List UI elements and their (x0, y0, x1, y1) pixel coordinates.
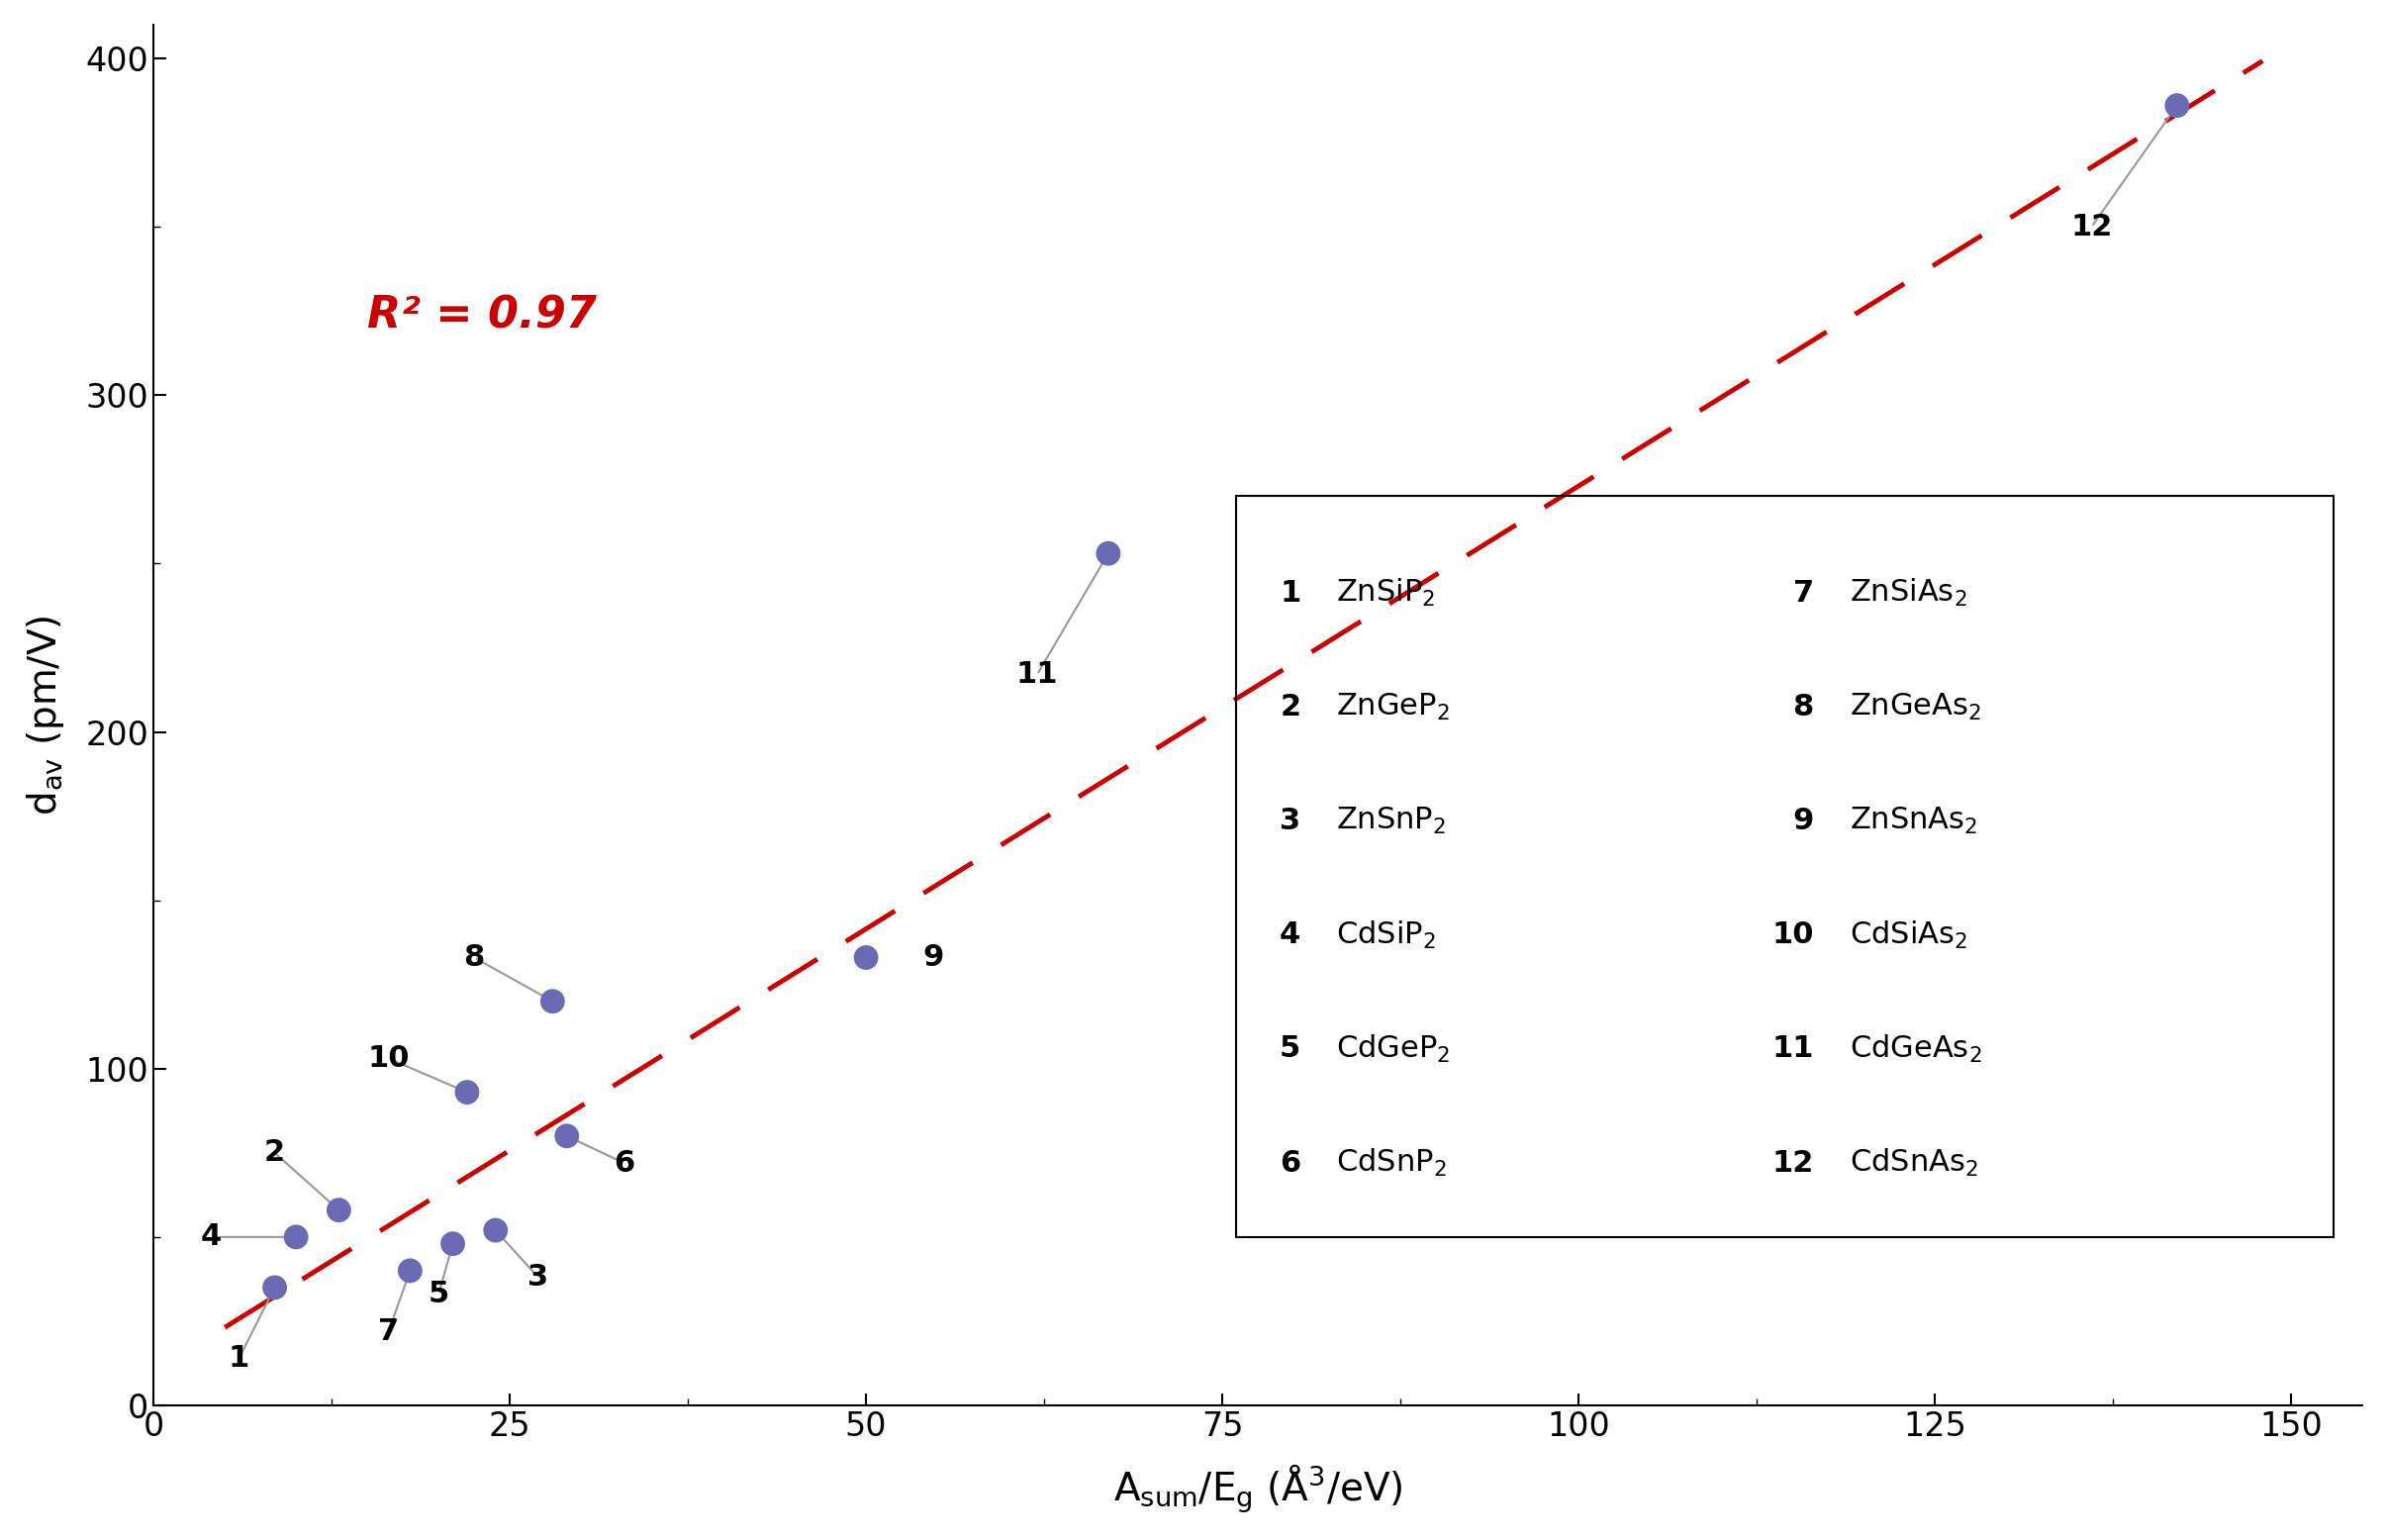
Point (477, 1218, 516, 1243)
X-axis label: A$_\mathregular{sum}$/E$_\mathregular{g}$ (Å$^\mathregular{3}$/eV): A$_\mathregular{sum}$/E$_\mathregular{g}… (1112, 1461, 1404, 1515)
Text: CdSnP$_\mathregular{2}$: CdSnP$_\mathregular{2}$ (1337, 1147, 1447, 1178)
Text: 8: 8 (463, 942, 485, 972)
Text: 10: 10 (1771, 921, 1814, 949)
Text: 3: 3 (1279, 807, 1301, 835)
Text: 8: 8 (1793, 693, 1814, 721)
Text: ZnSiP$_\mathregular{2}$: ZnSiP$_\mathregular{2}$ (1337, 578, 1435, 608)
Text: 12: 12 (2070, 213, 2112, 242)
Point (847, 946, 886, 970)
Text: 4: 4 (201, 1223, 222, 1252)
Text: CdGeAs$_\mathregular{2}$: CdGeAs$_\mathregular{2}$ (1850, 1033, 1981, 1064)
Text: 3: 3 (528, 1263, 549, 1292)
Text: 7: 7 (1793, 579, 1814, 607)
Text: CdSnAs$_\mathregular{2}$: CdSnAs$_\mathregular{2}$ (1850, 1147, 1979, 1178)
Text: 6: 6 (1279, 1149, 1301, 1177)
Text: ZnGeP$_\mathregular{2}$: ZnGeP$_\mathregular{2}$ (1337, 691, 1449, 722)
Text: 11: 11 (1771, 1035, 1814, 1063)
Text: 6: 6 (613, 1149, 635, 1177)
Point (1088, 541, 1127, 565)
Text: ZnSnP$_\mathregular{2}$: ZnSnP$_\mathregular{2}$ (1337, 805, 1447, 836)
Point (2158, 94, 2196, 119)
Point (277, 1224, 315, 1249)
Point (255, 1275, 294, 1300)
Y-axis label: d$_\mathregular{av}$ (pm/V): d$_\mathregular{av}$ (pm/V) (24, 614, 67, 815)
Point (547, 1124, 585, 1149)
Text: 9: 9 (1793, 807, 1814, 835)
Text: 12: 12 (1771, 1149, 1814, 1177)
Text: 9: 9 (924, 942, 945, 972)
Text: 11: 11 (1017, 661, 1057, 688)
Point (391, 1258, 430, 1283)
Text: 7: 7 (377, 1317, 399, 1346)
Text: 5: 5 (427, 1280, 449, 1309)
Text: 10: 10 (368, 1044, 411, 1073)
Text: ZnGeAs$_\mathregular{2}$: ZnGeAs$_\mathregular{2}$ (1850, 691, 1981, 722)
Point (449, 1080, 487, 1104)
Bar (1236, 496, 2334, 1237)
Text: CdSiP$_\mathregular{2}$: CdSiP$_\mathregular{2}$ (1337, 919, 1437, 950)
Text: R² = 0.97: R² = 0.97 (368, 294, 597, 337)
Text: 2: 2 (265, 1138, 284, 1167)
Text: CdGeP$_\mathregular{2}$: CdGeP$_\mathregular{2}$ (1337, 1033, 1451, 1064)
Text: 1: 1 (229, 1344, 251, 1372)
Text: 2: 2 (1279, 693, 1301, 721)
Text: 4: 4 (1279, 921, 1301, 949)
Text: 1: 1 (1279, 579, 1301, 607)
Text: 5: 5 (1279, 1035, 1301, 1063)
Point (532, 989, 570, 1013)
Text: ZnSnAs$_\mathregular{2}$: ZnSnAs$_\mathregular{2}$ (1850, 805, 1976, 836)
Text: CdSiAs$_\mathregular{2}$: CdSiAs$_\mathregular{2}$ (1850, 919, 1967, 950)
Text: ZnSiAs$_\mathregular{2}$: ZnSiAs$_\mathregular{2}$ (1850, 578, 1967, 608)
Point (434, 1232, 473, 1257)
Point (320, 1198, 358, 1223)
